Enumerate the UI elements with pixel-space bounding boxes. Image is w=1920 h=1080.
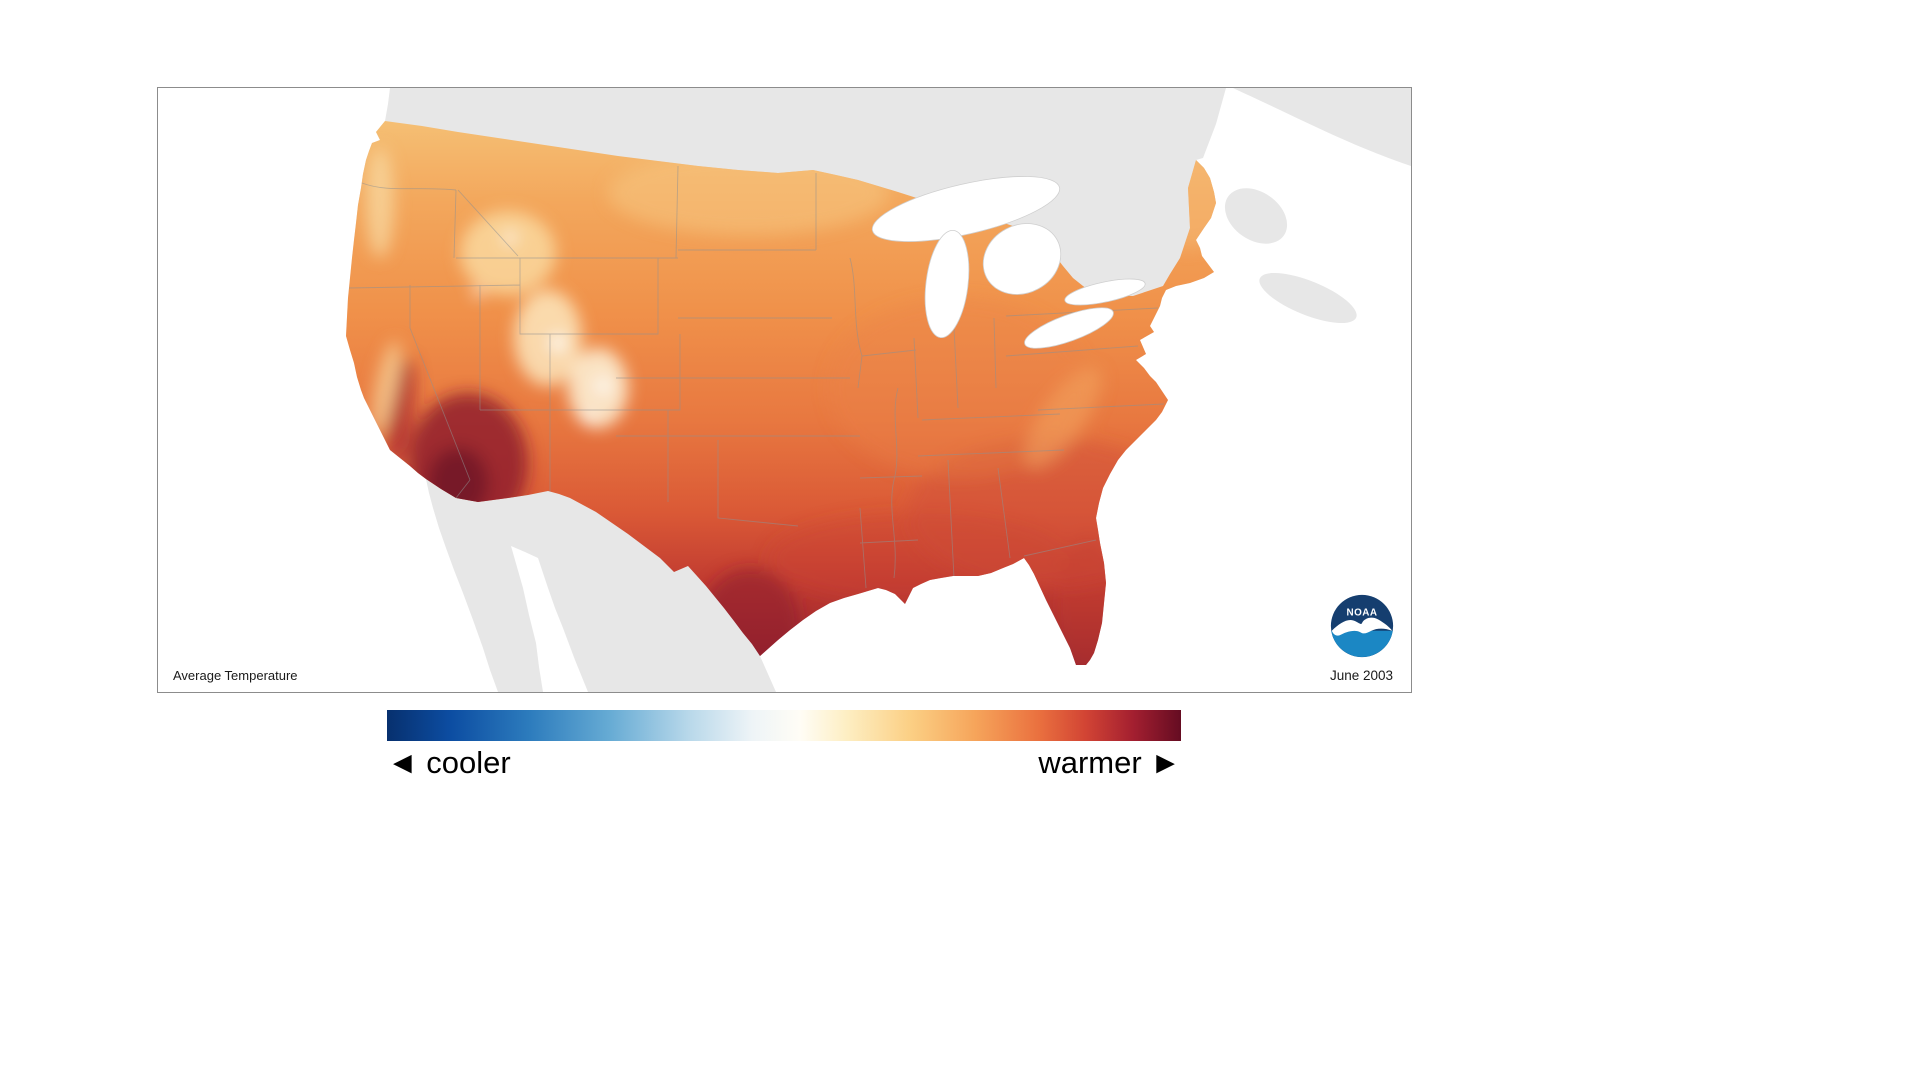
noaa-logo: NOAA	[1330, 594, 1394, 658]
caption-date: June 2003	[1329, 668, 1393, 683]
lake-superior	[871, 176, 1061, 242]
nova-scotia	[1259, 272, 1357, 324]
lake-erie	[1024, 307, 1114, 349]
us-temperature-map	[158, 88, 1411, 692]
colorbar-label-cooler: ◄ cooler	[387, 745, 511, 780]
lake-huron	[982, 223, 1062, 295]
lake-michigan	[924, 229, 970, 339]
caption-average-temperature: Average Temperature	[173, 668, 298, 683]
great-lakes	[871, 176, 1146, 349]
noaa-logo-gull-icon	[1331, 617, 1393, 636]
noaa-logo-lower-wave	[1331, 630, 1393, 657]
colorbar-label-warmer: warmer ►	[1038, 745, 1181, 780]
colorbar-labels: ◄ cooler warmer ►	[387, 744, 1181, 781]
colorbar	[387, 710, 1181, 741]
map-panel: NOAA Average Temperature June 2003	[157, 87, 1412, 693]
new-brunswick	[1224, 188, 1288, 244]
noaa-logo-text: NOAA	[1347, 608, 1378, 619]
state-borders	[348, 165, 1165, 589]
lake-ontario	[1064, 278, 1146, 306]
canada-northeast	[1233, 88, 1411, 166]
